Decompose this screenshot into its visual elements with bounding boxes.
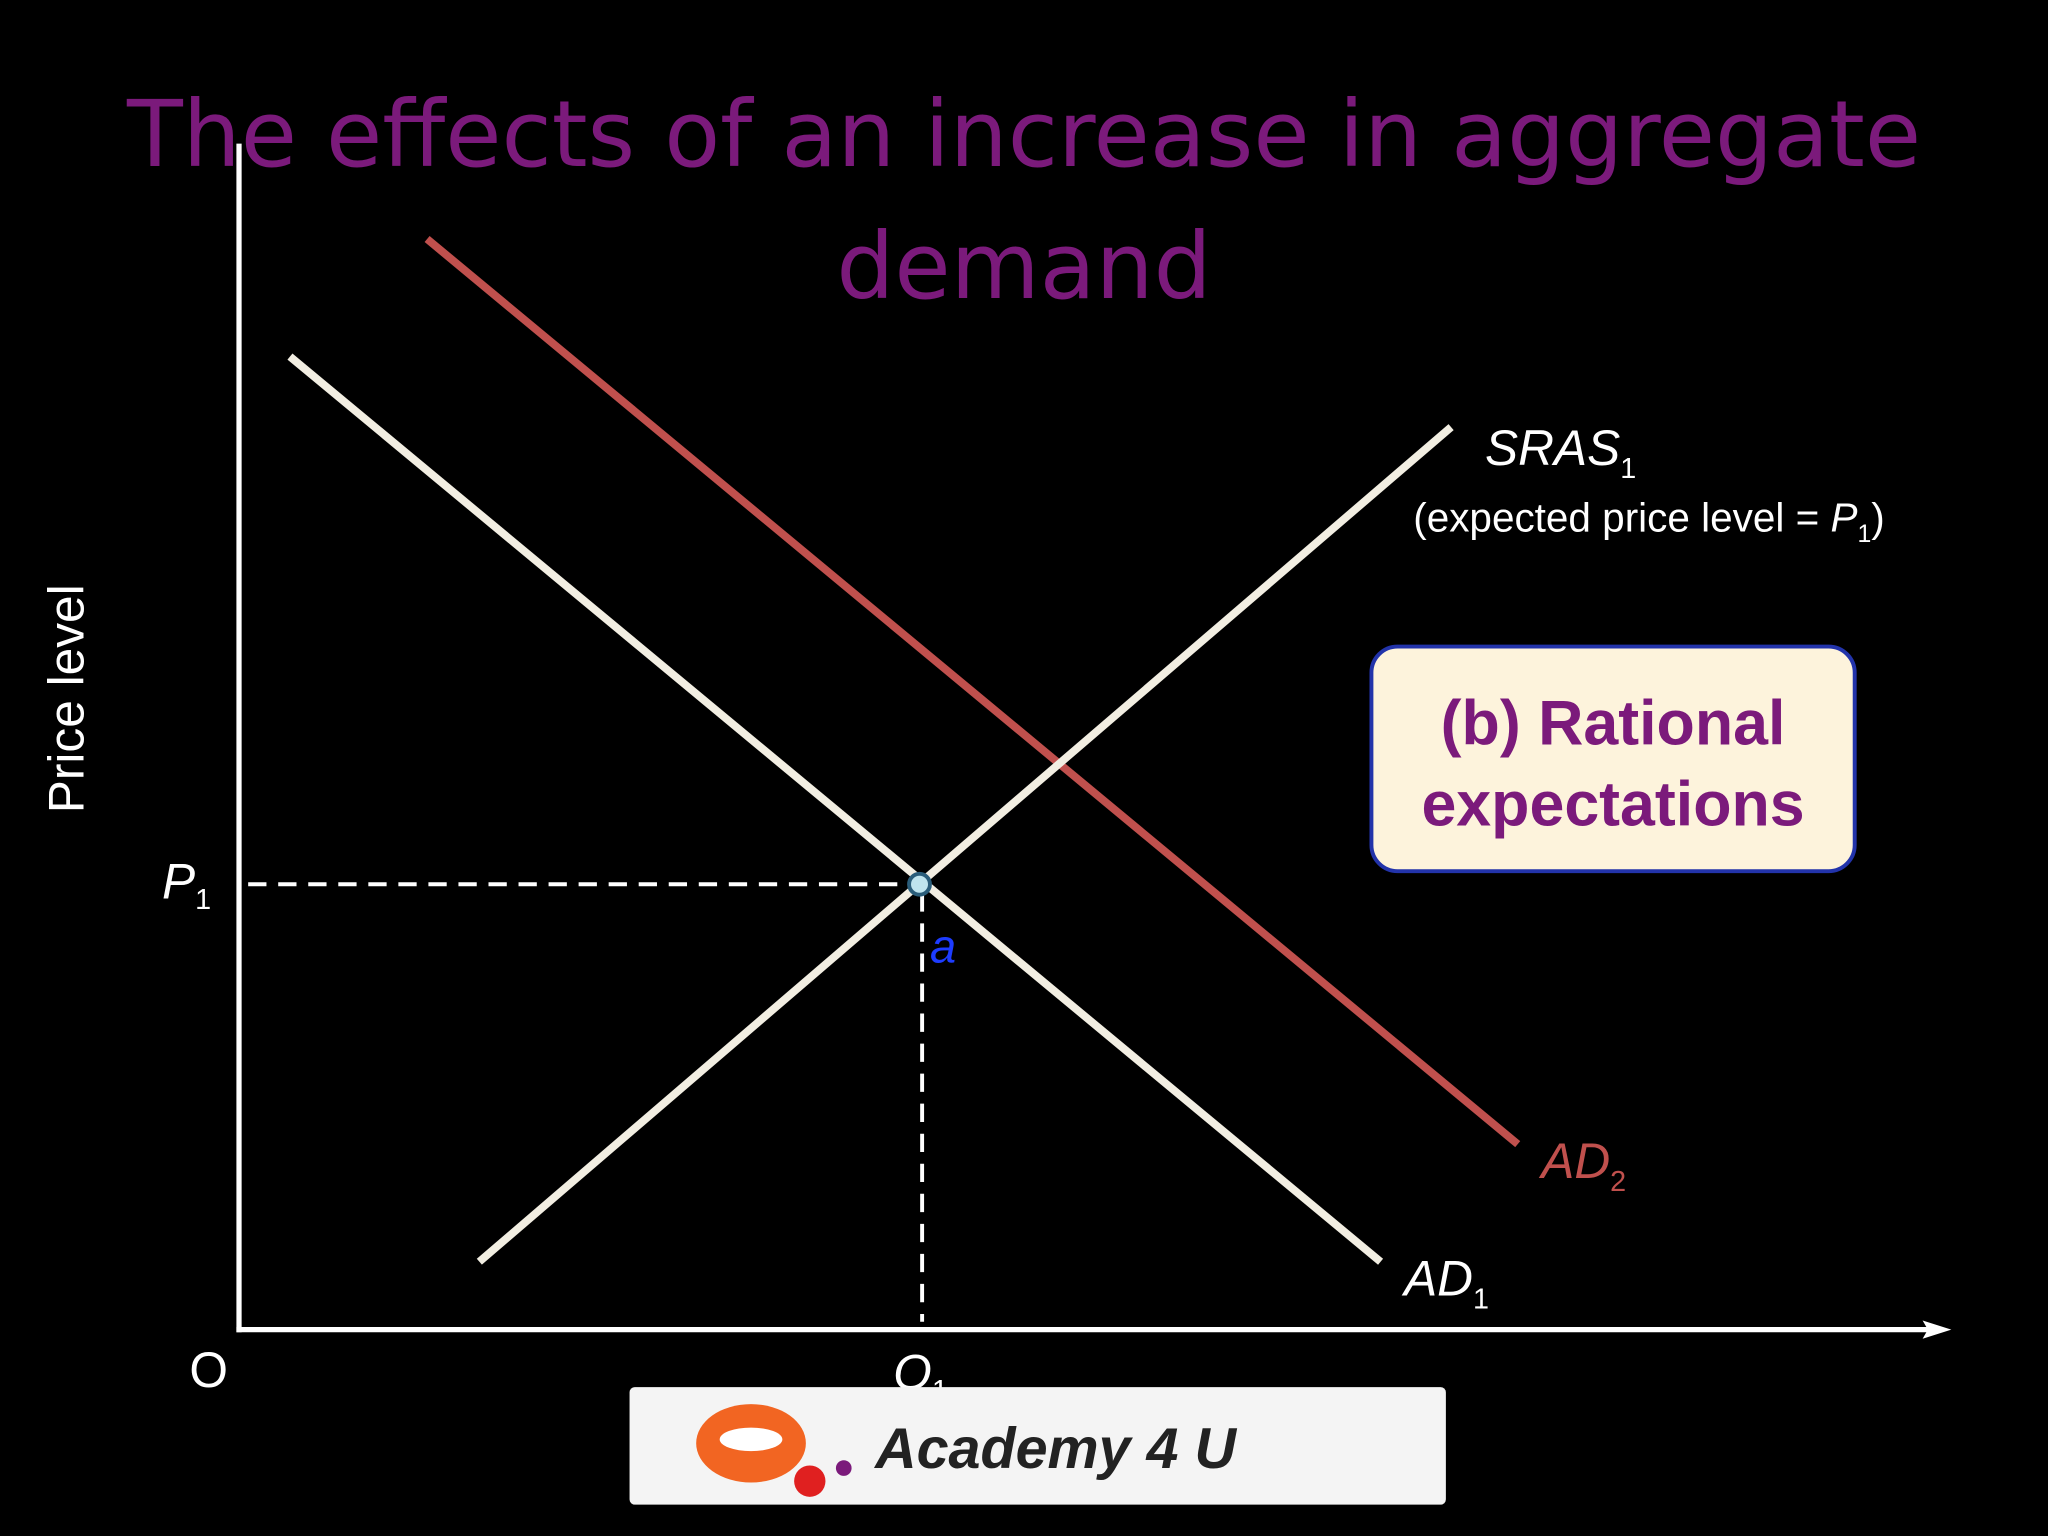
y-axis-label: Price level: [39, 584, 95, 813]
callout-text: (b) Rational: [1441, 688, 1786, 758]
p1-label: P1: [162, 854, 211, 916]
sras-note-end: ): [1871, 495, 1884, 541]
logo-dot: [835, 1460, 852, 1476]
sras-note: (expected price level = P1): [1413, 495, 1885, 548]
callout-text: expectations: [1421, 769, 1804, 839]
title-line: The effects of an increase in aggregate: [126, 81, 1921, 188]
sras-text: SRAS: [1485, 420, 1620, 476]
ad2-text: AD: [1538, 1133, 1610, 1189]
sras-label: SRAS1: [1485, 420, 1636, 485]
ad1-label: AD1: [1401, 1251, 1489, 1316]
ad1-sub: 1: [1473, 1284, 1489, 1316]
p1-text: P: [162, 854, 195, 910]
ad2-label: AD2: [1538, 1133, 1626, 1198]
logo-mark-inner: [719, 1427, 783, 1452]
logo-text: Academy 4 U: [873, 1417, 1237, 1481]
ad2-sub: 2: [1610, 1166, 1626, 1198]
origin-label: O: [189, 1342, 228, 1398]
point-label: a: [930, 920, 956, 973]
callout-box: [1369, 644, 1857, 874]
p1-sub: 1: [195, 884, 211, 916]
sras-note-p: P: [1831, 495, 1858, 541]
sras-note-text: (expected price level =: [1413, 495, 1830, 541]
title-line: demand: [836, 213, 1211, 320]
sras-sub: 1: [1620, 453, 1636, 485]
sras-note-sub: 1: [1858, 521, 1872, 548]
logo-dot: [794, 1465, 826, 1497]
equilibrium-point: [907, 871, 932, 897]
logo-box: [629, 1387, 1446, 1505]
x-axis-arrow: [1922, 1320, 1952, 1339]
ad2-curve: [424, 236, 1521, 1148]
sras-curve: [476, 424, 1454, 1265]
ad1-curve: [287, 353, 1384, 1265]
ad1-text: AD: [1401, 1251, 1473, 1307]
